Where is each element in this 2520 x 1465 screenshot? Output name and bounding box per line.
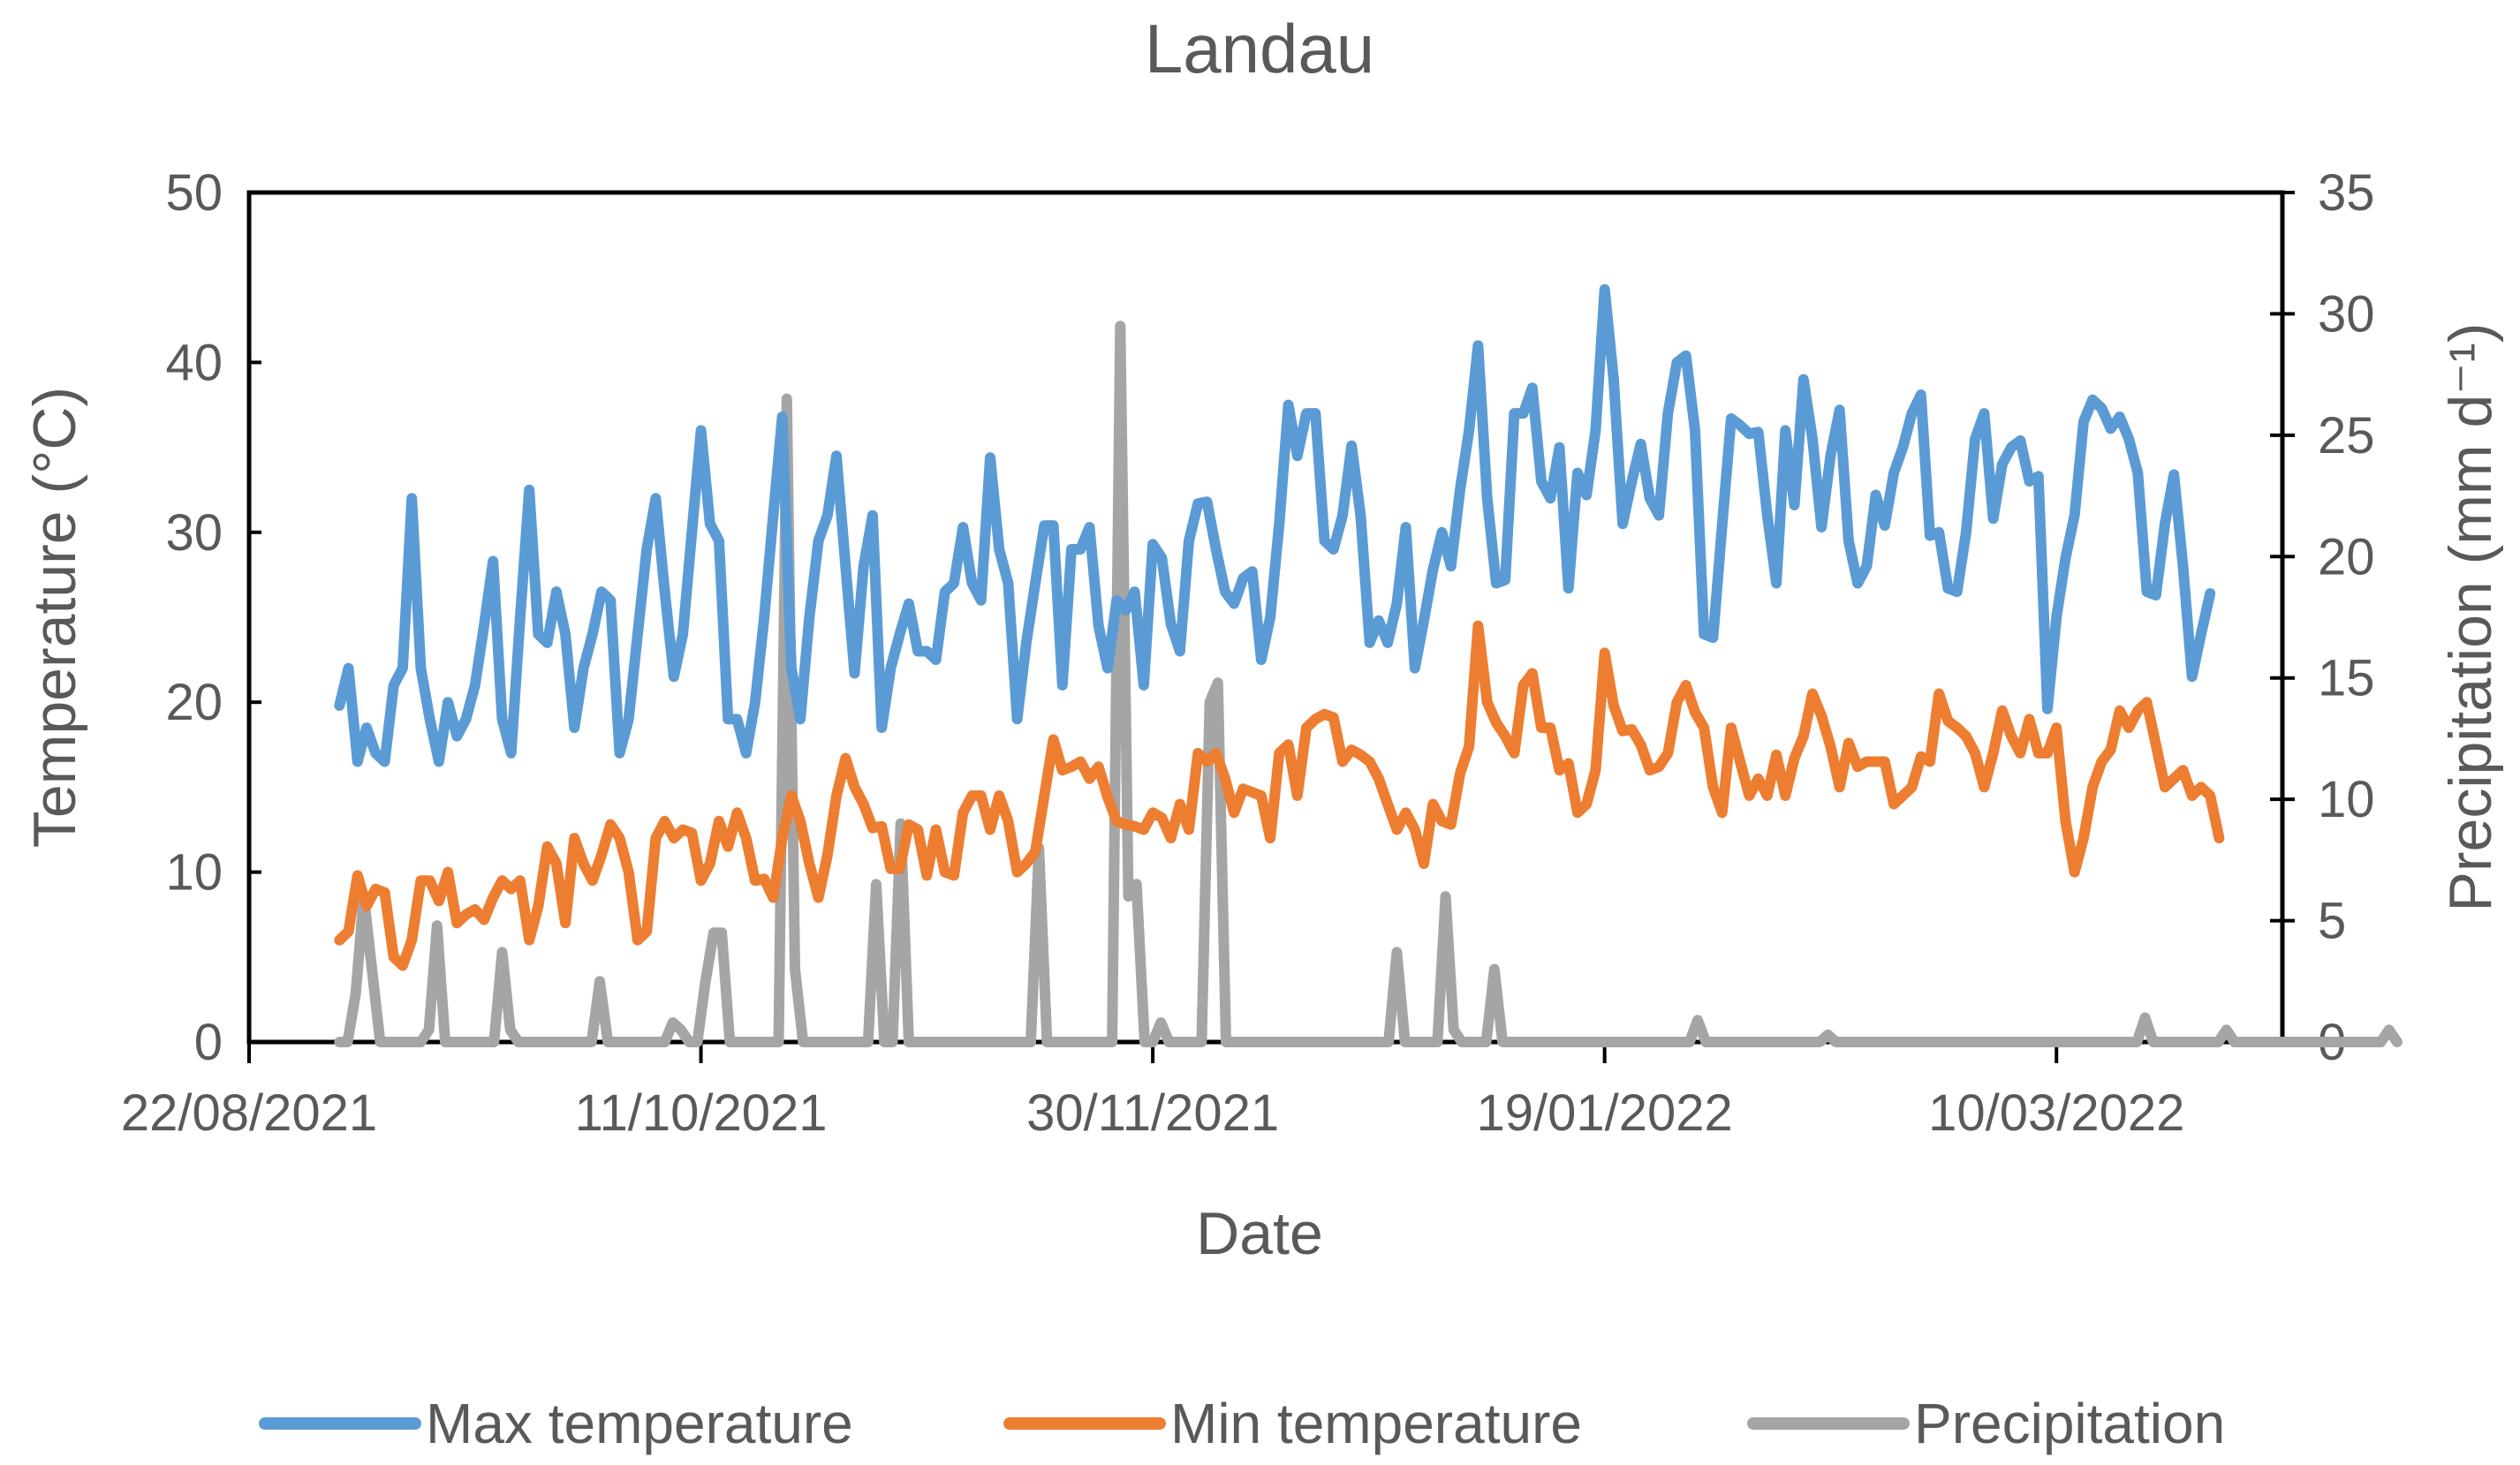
x-tick-label: 30/11/2021 bbox=[1026, 1084, 1279, 1142]
right-tick-label: 20 bbox=[2318, 528, 2375, 585]
legend-label-min-temperature: Min temperature bbox=[1170, 1392, 1582, 1455]
left-axis-ticks: 0 10 20 30 40 50 bbox=[165, 164, 261, 1071]
right-tick-label: 35 bbox=[2318, 164, 2375, 222]
series-line-max-temperature bbox=[334, 283, 2216, 767]
left-tick-label: 50 bbox=[165, 164, 223, 222]
right-axis-title: Precipitation (mm d⁻¹) bbox=[2437, 323, 2504, 912]
x-tick-label: 19/01/2022 bbox=[1477, 1084, 1733, 1142]
right-tick-label: 5 bbox=[2318, 893, 2346, 950]
x-tick-label: 10/03/2022 bbox=[1928, 1084, 2184, 1142]
x-axis-ticks: 22/08/2021 11/10/2021 30/11/2021 19/01/2022… bbox=[121, 1042, 2184, 1142]
right-tick-label: 10 bbox=[2318, 771, 2375, 828]
legend: Max temperature Min temperature Precipit… bbox=[259, 1392, 2225, 1455]
right-tick-label: 25 bbox=[2318, 407, 2375, 464]
x-tick-label: 22/08/2021 bbox=[121, 1084, 377, 1142]
legend-label-precipitation: Precipitation bbox=[1914, 1392, 2225, 1455]
chart-title: Landau bbox=[1145, 10, 1374, 87]
left-tick-label: 20 bbox=[165, 674, 223, 731]
series-line-min-temperature bbox=[334, 620, 2225, 971]
left-tick-label: 10 bbox=[165, 844, 223, 902]
left-tick-label: 30 bbox=[165, 504, 223, 562]
x-tick-label: 11/10/2021 bbox=[575, 1084, 828, 1142]
x-axis-title: Date bbox=[1196, 1200, 1323, 1267]
right-tick-label: 30 bbox=[2318, 285, 2375, 343]
right-tick-label: 15 bbox=[2318, 650, 2375, 707]
series-line-precipitation bbox=[334, 321, 2403, 1047]
left-axis-title: Temperature (°C) bbox=[21, 387, 88, 848]
left-tick-label: 0 bbox=[194, 1014, 223, 1071]
left-tick-label: 40 bbox=[165, 334, 223, 391]
legend-label-max-temperature: Max temperature bbox=[426, 1392, 853, 1455]
